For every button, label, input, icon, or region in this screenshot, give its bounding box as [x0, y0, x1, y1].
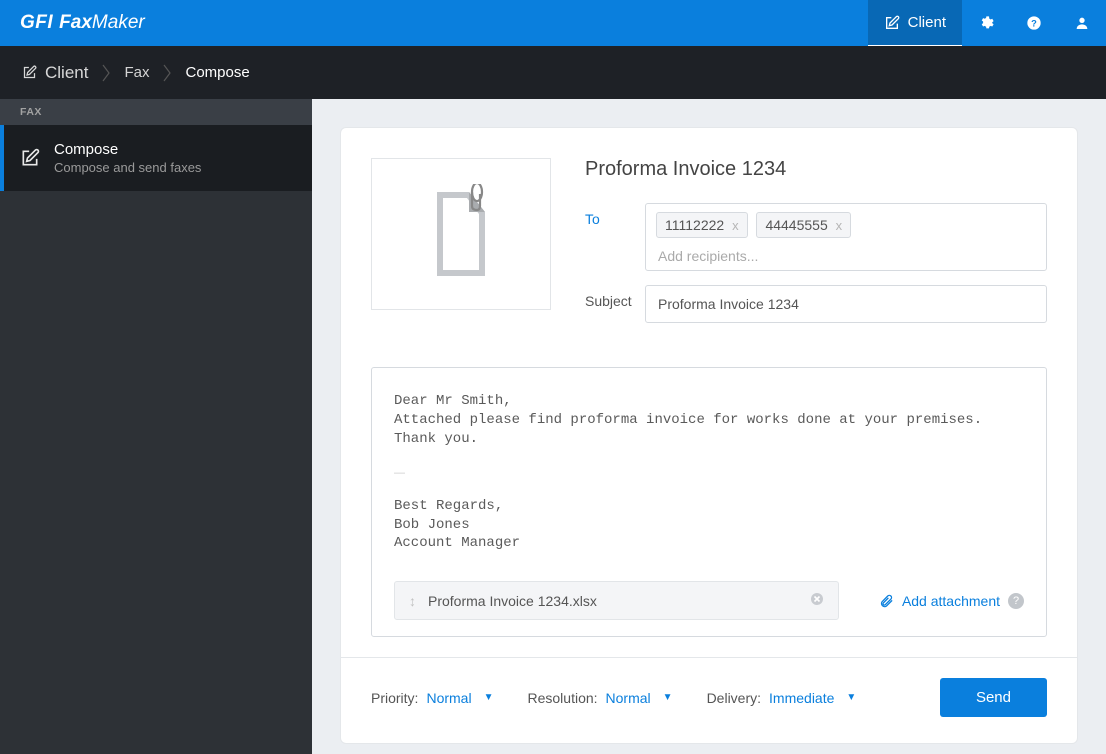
logo-fax: Fax	[59, 12, 92, 34]
resolution-value: Normal	[606, 690, 651, 706]
recipient-chip-text: 11112222	[665, 217, 724, 233]
to-label: To	[585, 203, 645, 227]
svg-text:?: ?	[1031, 18, 1037, 28]
sidebar-compose-title: Compose	[54, 141, 201, 158]
main: FAX Compose Compose and send faxes	[0, 99, 1106, 754]
breadcrumb-compose: Compose	[185, 64, 249, 81]
logo-gfi: GFI	[20, 12, 53, 34]
priority-field: Priority: Normal ▼	[371, 690, 493, 706]
breadcrumb: Client Fax Compose	[0, 46, 1106, 99]
chevron-right-icon	[163, 64, 171, 82]
compose-footer: Priority: Normal ▼ Resolution: Normal ▼ …	[341, 657, 1077, 743]
remove-recipient-icon[interactable]: x	[732, 218, 739, 233]
add-attachment-label: Add attachment	[902, 593, 1000, 609]
app-header: GFI FaxMaker Client ?	[0, 0, 1106, 46]
add-attachment-button[interactable]: Add attachment ?	[879, 592, 1024, 610]
caret-down-icon: ▼	[663, 692, 673, 703]
send-button[interactable]: Send	[940, 678, 1047, 717]
caret-down-icon: ▼	[846, 692, 856, 703]
help-icon[interactable]: ?	[1008, 593, 1024, 609]
signature-text: Best Regards, Bob Jones Account Manager	[394, 497, 1024, 554]
gear-icon	[978, 15, 994, 31]
sidebar: FAX Compose Compose and send faxes	[0, 99, 312, 754]
attachments-row: ↕ Proforma Invoice 1234.xlsx Add attachm…	[394, 581, 1024, 620]
reorder-icon[interactable]: ↕	[409, 593, 416, 609]
help-icon: ?	[1026, 15, 1042, 31]
breadcrumb-fax-label: Fax	[124, 64, 149, 81]
recipient-chip: 44445555 x	[756, 212, 851, 238]
sidebar-section-fax: FAX	[0, 99, 312, 125]
resolution-label: Resolution:	[527, 690, 597, 706]
nav-user[interactable]	[1058, 0, 1106, 46]
caret-down-icon: ▼	[484, 692, 494, 703]
delivery-label: Delivery:	[707, 690, 761, 706]
body-text: Dear Mr Smith, Attached please find prof…	[394, 392, 1024, 449]
resolution-select[interactable]: Normal ▼	[606, 690, 673, 706]
user-icon	[1074, 15, 1090, 31]
nav-client[interactable]: Client	[868, 0, 962, 46]
sidebar-compose-sub: Compose and send faxes	[54, 160, 201, 175]
document-icon	[429, 184, 493, 284]
header-nav: Client ?	[868, 0, 1106, 46]
fax-thumbnail	[371, 158, 551, 310]
compose-top: Proforma Invoice 1234 To 11112222 x 4444…	[341, 128, 1077, 367]
remove-recipient-icon[interactable]: x	[836, 218, 843, 233]
subject-input[interactable]	[645, 285, 1047, 323]
subject-row: Subject	[585, 285, 1047, 323]
attachment-name: Proforma Invoice 1234.xlsx	[428, 593, 597, 609]
delivery-select[interactable]: Immediate ▼	[769, 690, 856, 706]
edit-icon	[884, 15, 900, 31]
to-row: To 11112222 x 44445555 x	[585, 203, 1047, 271]
sidebar-item-compose[interactable]: Compose Compose and send faxes	[0, 125, 312, 191]
edit-icon	[22, 65, 37, 80]
paperclip-icon	[879, 592, 894, 610]
chevron-right-icon	[102, 64, 110, 82]
compose-card: Proforma Invoice 1234 To 11112222 x 4444…	[340, 127, 1078, 744]
nav-help[interactable]: ?	[1010, 0, 1058, 46]
recipients-input[interactable]	[656, 242, 1036, 266]
resolution-field: Resolution: Normal ▼	[527, 690, 672, 706]
breadcrumb-client-label: Client	[45, 63, 88, 83]
app-logo: GFI FaxMaker	[0, 12, 868, 34]
breadcrumb-compose-label: Compose	[185, 64, 249, 81]
nav-settings[interactable]	[962, 0, 1010, 46]
recipient-chip-text: 44445555	[765, 217, 827, 233]
content-area: Proforma Invoice 1234 To 11112222 x 4444…	[312, 99, 1106, 754]
body-separator: —	[394, 467, 1024, 479]
recipients-box[interactable]: 11112222 x 44445555 x	[645, 203, 1047, 271]
body-section: Dear Mr Smith, Attached please find prof…	[341, 367, 1077, 657]
body-box[interactable]: Dear Mr Smith, Attached please find prof…	[371, 367, 1047, 637]
priority-value: Normal	[426, 690, 471, 706]
recipient-chip: 11112222 x	[656, 212, 748, 238]
delivery-field: Delivery: Immediate ▼	[707, 690, 857, 706]
priority-select[interactable]: Normal ▼	[426, 690, 493, 706]
delivery-value: Immediate	[769, 690, 834, 706]
breadcrumb-fax[interactable]: Fax	[124, 64, 149, 81]
compose-title: Proforma Invoice 1234	[585, 158, 1047, 181]
logo-maker: Maker	[92, 12, 145, 34]
breadcrumb-client[interactable]: Client	[22, 63, 88, 83]
attachment-chip[interactable]: ↕ Proforma Invoice 1234.xlsx	[394, 581, 839, 620]
priority-label: Priority:	[371, 690, 418, 706]
remove-attachment-icon[interactable]	[810, 592, 824, 609]
edit-icon	[20, 148, 40, 168]
subject-label: Subject	[585, 285, 645, 309]
compose-fields: Proforma Invoice 1234 To 11112222 x 4444…	[585, 158, 1047, 337]
nav-client-label: Client	[908, 14, 946, 31]
